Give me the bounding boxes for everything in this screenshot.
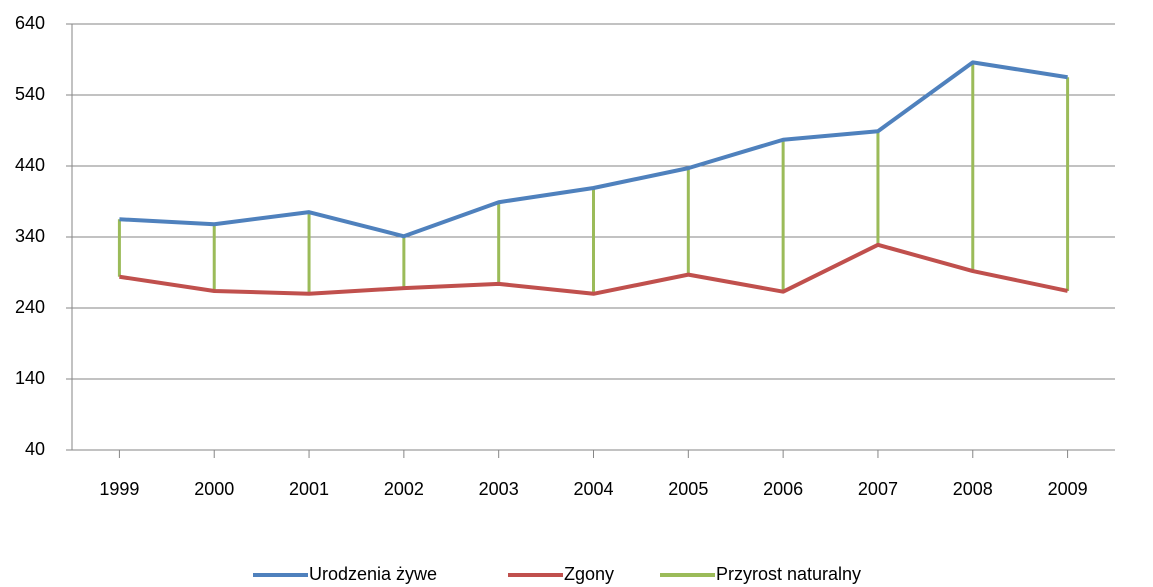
- x-tick-label: 2003: [479, 479, 519, 499]
- y-tick-label: 40: [25, 439, 45, 459]
- y-tick-label: 240: [15, 297, 45, 317]
- y-tick-label: 640: [15, 13, 45, 33]
- x-tick-label: 2006: [763, 479, 803, 499]
- y-tick-label: 340: [15, 226, 45, 246]
- x-tick-label: 2001: [289, 479, 329, 499]
- series-line: [119, 60, 1068, 239]
- legend-label: Przyrost naturalny: [716, 564, 861, 584]
- x-tick-label: 2007: [858, 479, 898, 499]
- x-tick-label: 2000: [194, 479, 234, 499]
- x-tick-label: 2009: [1048, 479, 1088, 499]
- x-tick-label: 2005: [668, 479, 708, 499]
- x-tick-label: 2002: [384, 479, 424, 499]
- x-tick-label: 1999: [99, 479, 139, 499]
- legend-label: Urodzenia żywe: [309, 564, 437, 584]
- y-tick-label: 440: [15, 155, 45, 175]
- legend-label: Zgony: [564, 564, 614, 584]
- x-tick-label: 2008: [953, 479, 993, 499]
- x-tick-label: 2004: [573, 479, 613, 499]
- y-tick-label: 140: [15, 368, 45, 388]
- y-tick-label: 540: [15, 84, 45, 104]
- series-line: [119, 242, 1069, 296]
